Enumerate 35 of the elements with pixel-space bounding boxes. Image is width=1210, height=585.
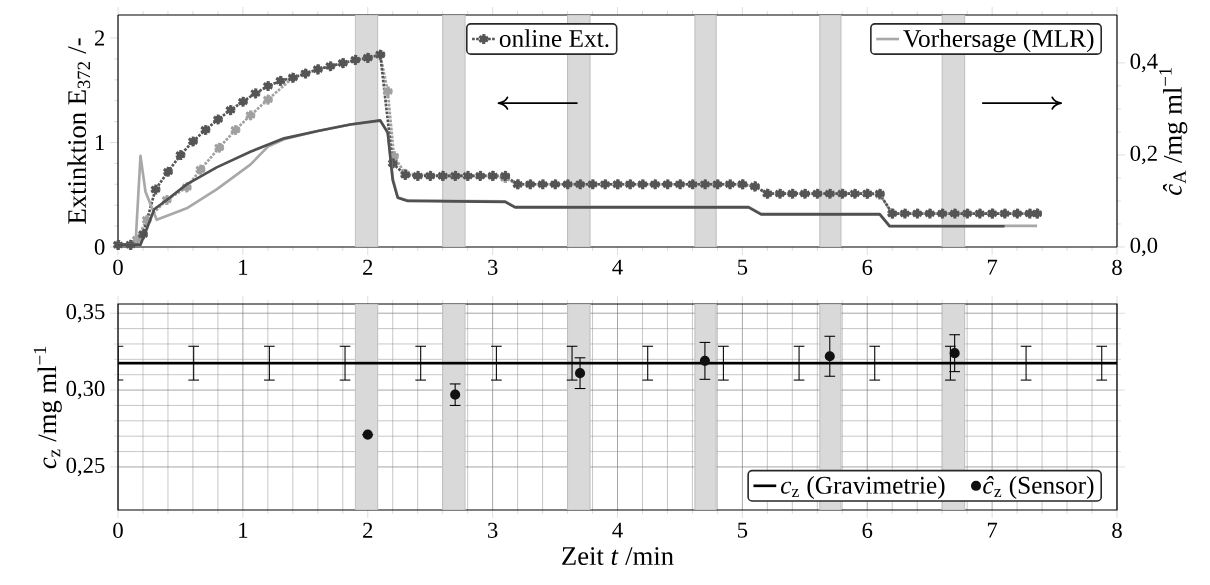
x-tick-label: 6: [862, 522, 873, 538]
y-axis-title: Extinktion E$_{372}$ /-: [67, 38, 91, 224]
x-tick-label: 1: [239, 259, 248, 275]
x-tick-label: 6: [862, 259, 873, 275]
y-tick-label: 0,30: [66, 380, 105, 400]
y2-tick-label: 0,4: [1130, 53, 1158, 73]
legend-label: Vorhersage (MLR): [903, 29, 1094, 53]
y2-axis-title: ĉ$_{A}$ /mg ml$^{−1}$: [1159, 67, 1188, 196]
legend-label: online Ext.: [499, 29, 609, 48]
y-tick-label: 1: [95, 135, 104, 150]
x-tick-label: 3: [488, 259, 498, 275]
x-tick-label: 4: [612, 522, 623, 538]
x-tick-label: 3: [488, 522, 498, 538]
x-tick-label: 2: [363, 522, 373, 538]
x-axis-title: Zeit t /min: [562, 547, 674, 566]
x-tick-label: 5: [738, 259, 748, 275]
x-tick-label: 4: [612, 259, 623, 275]
y-tick-label: 0,35: [66, 303, 105, 323]
y-axis-title: c$_{z}$ /mg ml$^{−1}$: [33, 346, 62, 469]
x-tick-label: 8: [1112, 259, 1122, 275]
y-tick-label: 2: [94, 30, 105, 46]
y-tick-label: 0,25: [66, 457, 105, 477]
x-tick-label: 0: [113, 522, 123, 538]
legend-label: ĉ$_{z}$ (Sensor): [983, 476, 1094, 500]
x-tick-label: 7: [987, 259, 998, 275]
x-tick-label: 2: [363, 259, 373, 275]
x-tick-label: 1: [239, 522, 248, 538]
x-tick-label: 5: [738, 522, 748, 538]
x-tick-label: 7: [987, 522, 998, 538]
y2-tick-label: 0,2: [1130, 145, 1157, 165]
y-tick-label: 0: [94, 239, 105, 255]
y2-tick-label: 0,0: [1130, 237, 1158, 257]
x-tick-label: 0: [113, 259, 123, 275]
legend-label: c$_{z}$ (Gravimetrie): [781, 476, 945, 499]
x-tick-label: 8: [1112, 522, 1122, 538]
